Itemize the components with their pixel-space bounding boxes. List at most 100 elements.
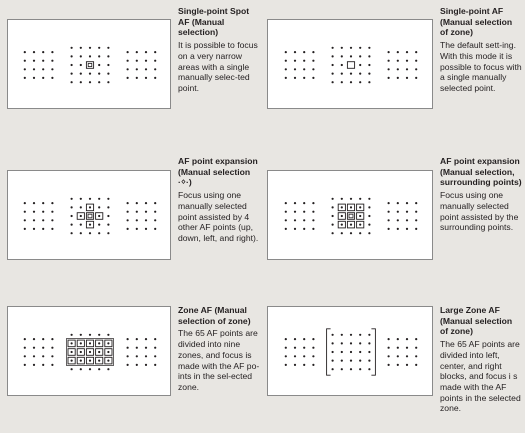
af-point <box>32 51 36 54</box>
af-point <box>88 232 92 235</box>
af-point <box>405 51 409 54</box>
af-point <box>79 214 82 218</box>
af-point <box>340 333 343 336</box>
af-point <box>42 51 45 54</box>
af-point <box>154 51 157 54</box>
af-point <box>32 59 36 62</box>
af-point <box>396 68 399 71</box>
af-point <box>23 68 26 71</box>
panel-text: AF point expansion (Manual selection, su… <box>440 156 522 233</box>
af-point <box>32 346 36 349</box>
af-point <box>70 55 73 58</box>
af-point <box>349 197 353 200</box>
af-point <box>126 219 129 222</box>
af-point <box>144 355 148 358</box>
af-point <box>349 368 353 371</box>
af-point <box>107 81 110 84</box>
af-point <box>284 76 287 79</box>
af-point <box>98 214 101 218</box>
af-point <box>135 355 138 358</box>
af-point-grid <box>284 328 418 376</box>
af-point <box>387 59 390 62</box>
panel-description: The 65 AF points are divided into left, … <box>440 339 521 414</box>
af-point <box>331 55 334 58</box>
af-point <box>340 214 343 218</box>
af-point <box>368 81 371 84</box>
af-point <box>107 206 110 209</box>
af-point <box>70 223 73 226</box>
af-point <box>349 81 353 84</box>
af-point <box>349 342 353 345</box>
af-point <box>70 368 73 371</box>
af-point <box>135 59 138 62</box>
af-point <box>293 210 297 213</box>
af-point <box>340 72 343 75</box>
af-point <box>144 346 148 349</box>
af-point <box>42 59 45 62</box>
af-point <box>359 55 362 58</box>
af-point-box <box>85 203 95 212</box>
af-point <box>23 210 26 213</box>
af-point <box>312 355 315 358</box>
af-point-box <box>337 220 346 229</box>
af-point <box>107 214 110 218</box>
af-point <box>331 342 334 345</box>
af-point <box>126 51 129 54</box>
af-point <box>42 76 45 79</box>
af-point <box>331 81 334 84</box>
af-point-box <box>346 61 356 69</box>
af-point <box>368 46 371 49</box>
af-point <box>340 232 343 235</box>
af-point <box>107 223 110 226</box>
af-point <box>88 350 92 354</box>
af-point <box>32 355 36 358</box>
af-point <box>312 227 315 230</box>
af-point <box>331 63 334 67</box>
af-point <box>340 206 343 209</box>
af-point <box>70 232 73 235</box>
af-point <box>32 227 36 230</box>
af-point <box>126 59 129 62</box>
viewfinder-diagram <box>267 170 433 260</box>
af-point <box>312 59 315 62</box>
af-point-box <box>85 220 95 229</box>
af-point <box>368 359 371 362</box>
af-point <box>368 342 371 345</box>
af-point-box <box>76 212 85 220</box>
af-point <box>144 202 148 205</box>
af-point <box>135 219 138 222</box>
af-point <box>126 210 129 213</box>
af-point <box>126 346 129 349</box>
af-point <box>312 68 315 71</box>
panel-title: Single-point AF (Manual selection of zon… <box>440 6 513 38</box>
af-point <box>415 59 418 62</box>
af-point <box>98 223 101 226</box>
af-point <box>303 346 306 349</box>
af-point <box>51 59 54 62</box>
af-point <box>359 342 362 345</box>
af-point <box>396 227 399 230</box>
af-point <box>23 76 26 79</box>
af-point <box>79 55 82 58</box>
af-point <box>70 333 73 336</box>
af-point <box>331 72 334 75</box>
af-point <box>98 55 101 58</box>
af-point <box>331 368 334 371</box>
af-point <box>126 76 129 79</box>
af-point <box>70 197 73 200</box>
af-point <box>284 363 287 366</box>
af-point <box>303 210 306 213</box>
af-point <box>359 368 362 371</box>
af-point <box>42 227 45 230</box>
af-point <box>405 202 409 205</box>
af-point <box>303 219 306 222</box>
af-point <box>88 333 92 336</box>
af-point <box>135 346 138 349</box>
af-point <box>79 46 82 49</box>
af-point <box>98 368 101 371</box>
af-point <box>51 68 54 71</box>
af-point <box>349 333 353 336</box>
af-point-box <box>85 61 95 69</box>
af-point <box>23 355 26 358</box>
panel-title: Large Zone AF (Manual selection of zone) <box>440 305 513 337</box>
